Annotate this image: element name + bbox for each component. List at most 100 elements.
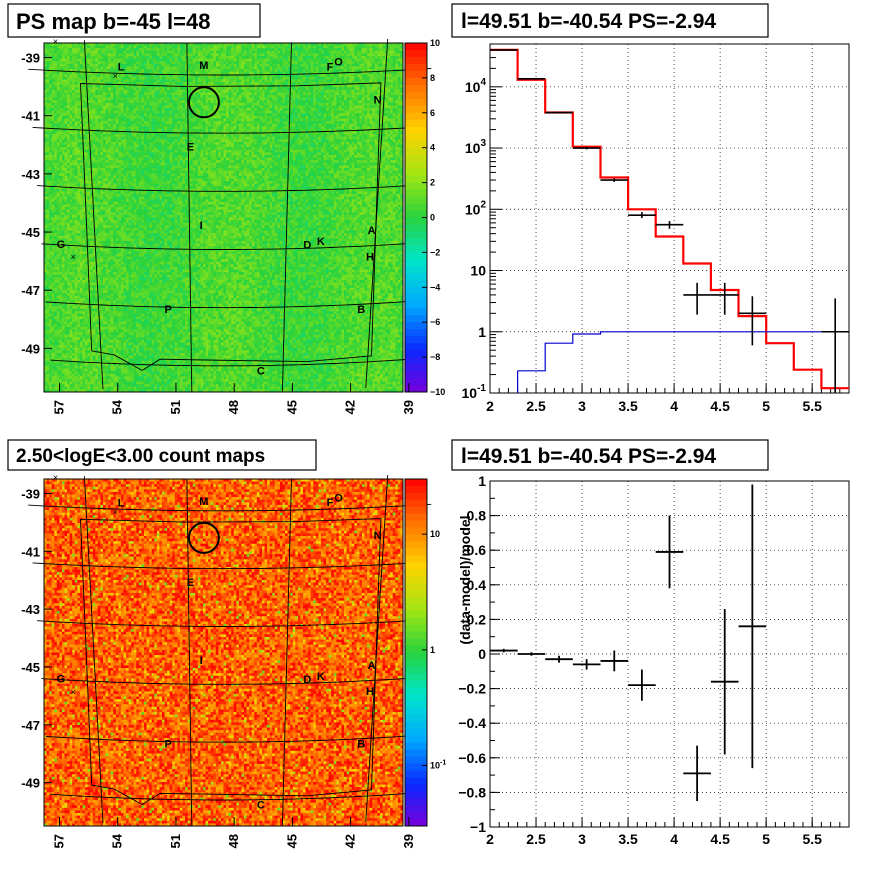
- map-pixel: [144, 46, 147, 49]
- map-pixel: [103, 48, 106, 51]
- map-pixel: [236, 48, 239, 51]
- map-pixel: [65, 56, 68, 59]
- map-pixel: [195, 53, 198, 56]
- map-pixel: [213, 51, 216, 54]
- map-pixel: [165, 51, 168, 54]
- map-pixel: [129, 46, 132, 49]
- map-pixel: [116, 51, 119, 54]
- map-pixel: [108, 53, 111, 56]
- map-pixel: [88, 48, 91, 51]
- map-pixel: [47, 46, 50, 49]
- map-pixel: [272, 48, 275, 51]
- map-pixel: [259, 51, 262, 54]
- map-pixel: [72, 51, 75, 54]
- map-pixel: [95, 48, 98, 51]
- map-pixel: [398, 46, 401, 49]
- map-pixel: [100, 48, 103, 51]
- map-pixel: [203, 48, 206, 51]
- map-pixel: [154, 51, 157, 54]
- map-pixel: [303, 51, 306, 54]
- map-pixel: [336, 51, 339, 54]
- map-pixel: [354, 51, 357, 54]
- map-pixel: [206, 53, 209, 56]
- map-pixel: [193, 53, 196, 56]
- map-pixel: [365, 48, 368, 51]
- map-pixel: [221, 48, 224, 51]
- map-pixel: [257, 46, 260, 49]
- map-pixel: [116, 53, 119, 56]
- map-pixel: [195, 46, 198, 49]
- map-pixel: [354, 53, 357, 56]
- map-pixel: [321, 46, 324, 49]
- map-pixel: [103, 46, 106, 49]
- map-pixel: [208, 51, 211, 54]
- map-pixel: [249, 46, 252, 49]
- map-pixel: [59, 56, 62, 59]
- map-pixel: [59, 53, 62, 56]
- map-pixel: [267, 48, 270, 51]
- map-pixel: [398, 53, 401, 56]
- map-pixel: [93, 53, 96, 56]
- map-pixel: [313, 48, 316, 51]
- map-pixel: [177, 46, 180, 49]
- map-pixel: [393, 53, 396, 56]
- map-pixel: [298, 46, 301, 49]
- map-pixel: [241, 53, 244, 56]
- map-pixel: [113, 48, 116, 51]
- map-pixel: [93, 46, 96, 49]
- map-pixel: [203, 53, 206, 56]
- map-pixel: [211, 53, 214, 56]
- map-pixel: [339, 46, 342, 49]
- map-pixel: [324, 51, 327, 54]
- map-pixel: [382, 51, 385, 54]
- map-pixel: [136, 51, 139, 54]
- map-pixel: [57, 56, 60, 59]
- map-pixel: [359, 48, 362, 51]
- map-pixel: [162, 51, 165, 54]
- map-pixel: [354, 46, 357, 49]
- map-pixel: [275, 51, 278, 54]
- map-pixel: [272, 53, 275, 56]
- map-pixel: [370, 48, 373, 51]
- map-pixel: [123, 51, 126, 54]
- map-pixel: [344, 46, 347, 49]
- map-pixel: [136, 46, 139, 49]
- map-pixel: [316, 53, 319, 56]
- map-pixel: [108, 46, 111, 49]
- map-pixel: [277, 48, 280, 51]
- map-pixel: [293, 53, 296, 56]
- map-pixel: [129, 53, 132, 56]
- map-pixel: [326, 53, 329, 56]
- map-pixel: [100, 46, 103, 49]
- map-pixel: [70, 53, 73, 56]
- map-pixel: [380, 46, 383, 49]
- map-pixel: [75, 51, 78, 54]
- map-pixel: [77, 48, 80, 51]
- map-pixel: [234, 46, 237, 49]
- map-pixel: [147, 53, 150, 56]
- map-pixel: [118, 46, 121, 49]
- map-pixel: [224, 53, 227, 56]
- map-pixel: [77, 56, 80, 59]
- map-pixel: [398, 48, 401, 51]
- map-pixel: [47, 48, 50, 51]
- map-pixel: [106, 56, 109, 59]
- map-pixel: [324, 46, 327, 49]
- map-pixel: [75, 46, 78, 49]
- map-pixel: [154, 46, 157, 49]
- map-pixel: [75, 56, 78, 59]
- map-pixel: [341, 46, 344, 49]
- map-pixel: [300, 51, 303, 54]
- map-pixel: [218, 51, 221, 54]
- map-pixel: [157, 48, 160, 51]
- map-pixel: [172, 48, 175, 51]
- map-pixel: [203, 51, 206, 54]
- map-pixel: [339, 51, 342, 54]
- map-pixel: [270, 53, 273, 56]
- map-pixel: [177, 48, 180, 51]
- map-pixel: [388, 51, 391, 54]
- map-pixel: [367, 48, 370, 51]
- map-pixel: [182, 46, 185, 49]
- map-pixel: [331, 48, 334, 51]
- map-pixel: [370, 51, 373, 54]
